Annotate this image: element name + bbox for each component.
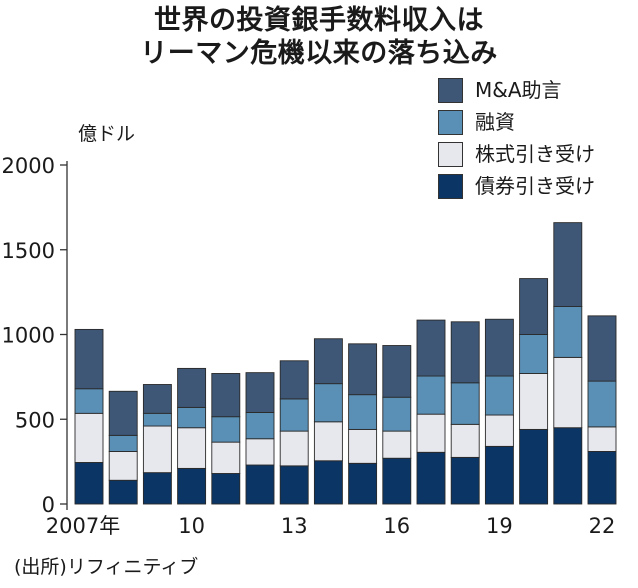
x-tick-label: 22 (589, 514, 616, 538)
x-tick-label: 16 (383, 514, 410, 538)
bar-segment (450, 456, 480, 505)
chart-title-line-1: 世界の投資銀手数料収入は (154, 5, 484, 36)
bar-segment (450, 423, 480, 458)
y-tick-label: 2000 (2, 154, 55, 178)
bar-segment (279, 360, 309, 400)
bar-segment (313, 338, 343, 385)
bar-segment (348, 462, 378, 505)
bar-segment (74, 388, 104, 414)
bar-segment (177, 406, 207, 429)
y-tick-label: 1500 (2, 239, 55, 263)
bar-segment (553, 427, 583, 505)
bar-segment (484, 414, 514, 447)
bar-segment (74, 328, 104, 390)
bar-segment (416, 413, 446, 453)
bar-segment (587, 451, 617, 505)
legend-label: 株式引き受け (475, 142, 595, 166)
bar-segment (279, 398, 309, 432)
x-tick-label: 10 (178, 514, 205, 538)
bar-segment (348, 394, 378, 430)
bar-segment (348, 343, 378, 396)
bar-segment (587, 426, 617, 452)
bar-segment (108, 479, 138, 505)
legend-swatch (438, 174, 463, 199)
bar-segment (142, 472, 172, 505)
bar-segment (177, 427, 207, 469)
legend-swatch (438, 110, 463, 135)
bar-segment (553, 356, 583, 429)
bar-segment (108, 451, 138, 481)
bar-segment (484, 318, 514, 377)
bar-segment (484, 375, 514, 416)
y-tick-label: 1000 (2, 324, 55, 348)
chart-title: 世界の投資銀手数料収入は リーマン危機以来の落ち込み (0, 4, 638, 70)
bar-segment (279, 430, 309, 467)
bar-segment (450, 321, 480, 384)
bar-segment (177, 367, 207, 408)
x-tick-label: 2007年 (46, 514, 120, 538)
y-tick-label: 0 (42, 493, 55, 517)
bar-segment (519, 334, 549, 374)
bar-segment (484, 445, 514, 505)
bar-segment (348, 428, 378, 464)
bar-segment (382, 457, 412, 505)
bar-segment (142, 384, 172, 414)
bar-segment (245, 438, 275, 466)
bar-segment (587, 380, 617, 428)
bar-segment (519, 278, 549, 335)
y-tick-label: 500 (15, 408, 55, 432)
bar-segment (382, 396, 412, 432)
bar-segment (211, 441, 241, 474)
bar-segment (245, 372, 275, 413)
bar-segment (416, 375, 446, 415)
bar-segment (74, 462, 104, 505)
y-axis-unit-label: 億ドル (78, 123, 135, 145)
bar-segment (519, 373, 549, 430)
bar-segment (553, 306, 583, 358)
bar-segment (245, 464, 275, 505)
legend-label: 債券引き受け (475, 174, 595, 198)
bar-segment (108, 390, 138, 436)
chart-title-line-2: リーマン危機以来の落ち込み (140, 38, 498, 69)
bar-segment (211, 373, 241, 418)
bar-segment (382, 345, 412, 398)
legend-item: 債券引き受け (438, 174, 638, 202)
x-tick-label: 19 (486, 514, 513, 538)
legend-swatch (438, 142, 463, 167)
bar-segment (313, 460, 343, 505)
bar-segment (74, 412, 104, 463)
bar-segment (279, 465, 309, 505)
bar-segment (553, 222, 583, 307)
bar-segment (450, 382, 480, 425)
bar-segment (108, 434, 138, 452)
bar-segment (587, 315, 617, 382)
legend-label: 融資 (475, 110, 515, 134)
legend-item: 株式引き受け (438, 142, 638, 170)
bar-segment (211, 416, 241, 443)
legend-swatch (438, 78, 463, 103)
source-note: (出所)リフィニティブ (14, 556, 199, 578)
legend-item: 融資 (438, 110, 638, 138)
bar-segment (382, 430, 412, 459)
bar-segment (142, 412, 172, 427)
legend-label: M&A助言 (475, 78, 562, 102)
bar-segment (211, 473, 241, 505)
x-tick-label: 13 (281, 514, 308, 538)
bar-segment (142, 425, 172, 474)
bar-segment (519, 428, 549, 505)
legend-item: M&A助言 (438, 78, 638, 106)
bar-segment (177, 467, 207, 505)
bar-segment (313, 421, 343, 462)
bar-segment (416, 319, 446, 377)
bar-segment (313, 383, 343, 423)
bar-segment (245, 412, 275, 440)
bar-segment (416, 451, 446, 505)
